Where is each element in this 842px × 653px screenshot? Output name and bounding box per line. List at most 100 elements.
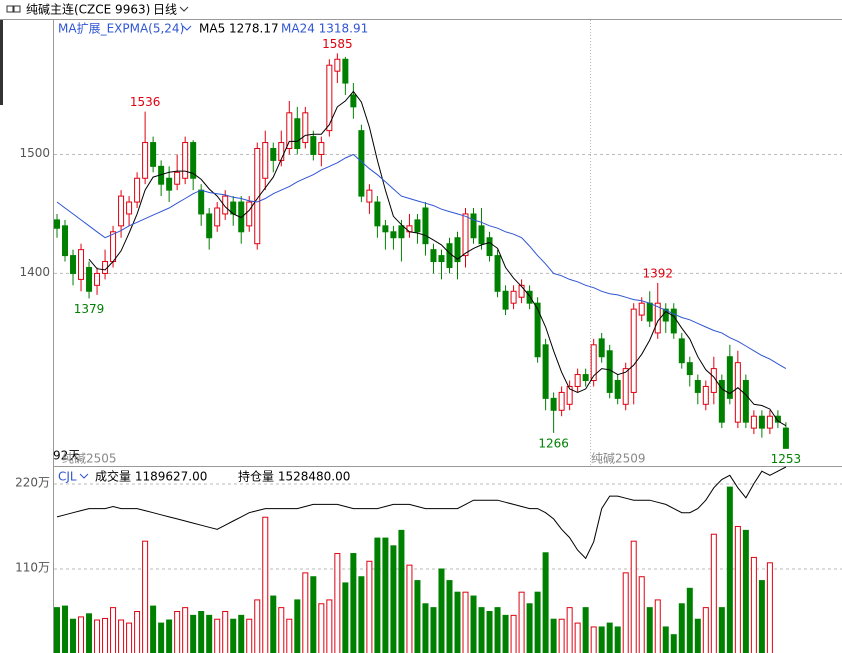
volume-bar [190,614,197,653]
candle-body [150,142,157,167]
candle-body [686,362,693,376]
candle-body [390,231,397,239]
candle-body [758,415,765,429]
volume-bar [702,607,709,653]
candle-body [206,213,213,239]
candle-body [718,380,725,423]
candle-body [550,397,557,411]
candle-body [606,350,613,393]
volume-bar [254,599,261,653]
candle-body [694,380,701,393]
candle-body [198,189,205,215]
volume-bar [438,568,445,653]
candle-body [342,58,349,84]
open-interest-line [56,466,787,560]
volume-bar [174,611,181,653]
volume-bar [622,572,629,653]
volume-bar [678,603,685,653]
contract-icon [6,5,21,13]
candle-body [94,272,101,286]
volume-bar [238,614,245,653]
candle-body [422,207,429,245]
volume-bar [470,595,477,653]
volume-indicator[interactable]: CJL [58,470,77,484]
volume-bar [302,572,309,653]
volume-bar [542,552,549,653]
candle-body [62,225,69,257]
volume-bar [118,619,125,653]
volume-bar [294,599,301,653]
candle-body [726,356,733,399]
volume-bar [262,516,269,653]
candle-body [518,284,525,298]
candle-body [270,148,277,161]
y-tick-label: 1500 [19,146,50,160]
volume-chevron[interactable] [79,473,89,479]
candle-body [382,225,389,233]
contract-marker: 纯碱2509 [591,452,646,466]
volume-bar [374,537,381,653]
volume-bar [110,607,117,653]
volume-bar [214,618,221,653]
candle-body [454,237,461,263]
volume-bar [246,618,253,653]
candle-body [190,142,197,179]
candle-body [494,255,501,292]
chart-title[interactable]: 纯碱主连(CZCE 9963) [26,2,150,17]
candle-body [374,201,381,227]
indicator-chevron[interactable] [182,25,192,31]
volume-bar [390,545,397,653]
candle-body [670,308,677,334]
candle-body [678,338,685,364]
volume-bar [694,618,701,653]
volume-bar [686,587,693,653]
volume-bar [102,617,109,653]
high-label: 1536 [130,95,161,109]
high-label: 1585 [322,37,353,51]
volume-bar [454,591,461,653]
volume-bar [566,607,573,653]
indicator-name[interactable]: MA扩展_EXPMA(5,24) [58,22,184,36]
candle-body [182,142,189,179]
candle-body [174,171,181,185]
candle-body [134,177,141,203]
legend-ma5: MA5 1278.17 [199,22,279,36]
volume-bar [502,614,509,653]
volume-bar [638,576,645,653]
ma-line [56,153,787,370]
candle-body [142,142,149,179]
candle-body [246,201,253,227]
period-chevron[interactable] [179,6,189,12]
candle-body [318,142,325,155]
candle-body [366,189,373,203]
candle-body [782,427,789,449]
candle-body [462,213,469,257]
y-tick-label: 110万 [15,561,50,575]
volume-bar [326,599,333,653]
volume-bar [478,607,485,653]
candle-body [414,219,421,233]
volume-bar [510,614,517,653]
candle-body [774,415,781,423]
volume-bar [766,562,773,653]
legend-ma24: MA24 1318.91 [281,22,368,36]
candle-body [70,255,77,274]
volume-bar [350,553,357,653]
candle-body [86,266,93,292]
candle-body [398,225,405,239]
candle-body [214,207,221,227]
volume-bar [614,626,621,653]
volume-bar [718,607,725,653]
volume-bar [142,540,149,653]
volume-bar [526,603,533,653]
volume-bar [78,616,85,653]
candle-body [742,380,749,423]
volume-bar [222,611,229,653]
volume-bar [742,529,749,653]
candle-body [294,118,301,150]
volume-bar [206,614,213,653]
candle-body [222,195,229,215]
period[interactable]: 日线 [153,3,177,17]
